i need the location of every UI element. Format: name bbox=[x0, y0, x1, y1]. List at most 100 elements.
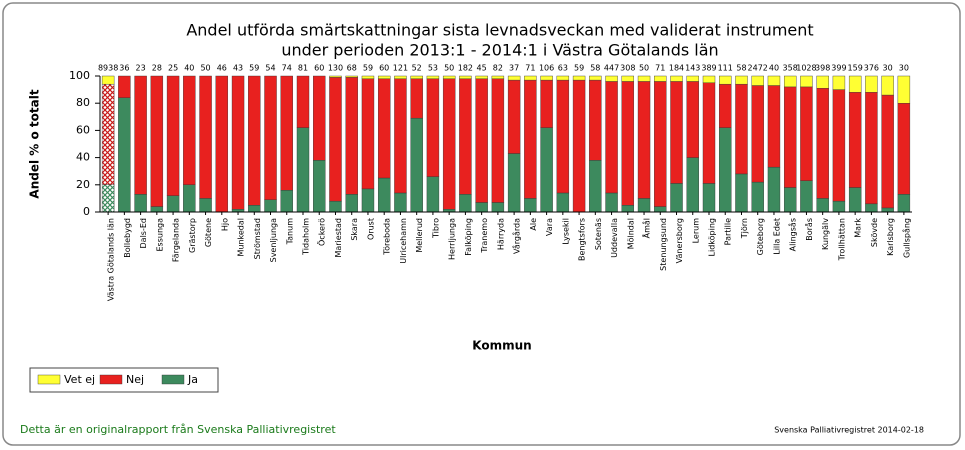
count-label: 389 bbox=[701, 64, 716, 73]
bar-segment bbox=[832, 75, 846, 90]
bar-segment bbox=[572, 75, 586, 81]
count-label: 52 bbox=[412, 64, 422, 73]
bar-segment bbox=[377, 75, 391, 79]
bar-segment bbox=[719, 75, 732, 85]
x-tick-label: Bollebygd bbox=[123, 218, 132, 258]
x-tick-label: Mariestad bbox=[334, 218, 343, 258]
bar-segment bbox=[280, 190, 293, 213]
count-label: 50 bbox=[639, 64, 649, 73]
count-label: 308 bbox=[620, 64, 635, 73]
x-tick-label: Härryda bbox=[496, 218, 505, 250]
bar-segment bbox=[410, 78, 423, 119]
bar-segment bbox=[605, 81, 618, 194]
footer: Svenska Palliativregistret 2014-02-18 bbox=[774, 426, 924, 435]
x-tick-label: Dals-Ed bbox=[139, 218, 148, 248]
count-label: 45 bbox=[477, 64, 487, 73]
y-tick-label: 100 bbox=[69, 69, 90, 82]
bar-segment bbox=[654, 81, 667, 207]
bar-segment bbox=[832, 200, 846, 213]
bar-segment bbox=[345, 75, 358, 78]
count-label: 447 bbox=[604, 64, 619, 73]
bar-segment bbox=[605, 75, 618, 82]
bar-segment bbox=[491, 202, 505, 213]
x-tick-label: Mölndal bbox=[626, 218, 635, 249]
bar-segment bbox=[719, 127, 732, 213]
count-label: 81 bbox=[298, 64, 308, 73]
bar-segment bbox=[475, 78, 488, 203]
x-tick-label: Svenljunga bbox=[269, 218, 278, 262]
x-tick-label: Lidköping bbox=[708, 218, 717, 256]
count-label: 36 bbox=[119, 64, 129, 73]
y-tick-label: 0 bbox=[83, 205, 90, 218]
bar-segment bbox=[897, 102, 911, 195]
bar-segment bbox=[751, 85, 764, 183]
x-tick-label: Vara bbox=[545, 218, 554, 236]
count-label: 59 bbox=[574, 64, 584, 73]
bar-segment bbox=[865, 92, 878, 205]
bar-segment bbox=[670, 75, 683, 82]
count-label: 143 bbox=[685, 64, 700, 73]
x-tick-label: Gullspång bbox=[901, 218, 911, 258]
bar-segment bbox=[572, 79, 586, 213]
bar-segment bbox=[751, 181, 764, 213]
bar-segment bbox=[589, 160, 602, 213]
bar-segment bbox=[637, 198, 651, 213]
x-tick-label: Karlsborg bbox=[886, 218, 895, 256]
bar-segment bbox=[654, 75, 667, 82]
count-label: 376 bbox=[864, 64, 879, 73]
y-tick-label: 20 bbox=[76, 178, 90, 191]
x-tick-label: Sotenäs bbox=[594, 218, 603, 250]
bar-segment bbox=[329, 77, 342, 202]
x-tick-label: Töreboda bbox=[383, 218, 392, 256]
bar-segment bbox=[735, 75, 748, 85]
bar-segment bbox=[166, 195, 180, 213]
count-label: 74 bbox=[282, 64, 292, 73]
footer: Detta är en originalrapport från Svenska… bbox=[20, 423, 336, 436]
x-tick-label: Munkedal bbox=[237, 218, 246, 257]
bar-segment bbox=[313, 75, 326, 161]
bar-segment bbox=[150, 206, 164, 213]
count-label: 399 bbox=[831, 64, 846, 73]
bar-segment bbox=[702, 75, 716, 84]
count-label: 28 bbox=[152, 64, 162, 73]
bar-segment bbox=[101, 83, 115, 186]
count-label: 130 bbox=[328, 64, 343, 73]
x-tick-label: Lysekil bbox=[561, 218, 570, 245]
bar-segment bbox=[832, 89, 846, 202]
bar-segment bbox=[361, 75, 375, 79]
count-label: 59 bbox=[249, 64, 259, 73]
x-tick-label: Götene bbox=[204, 218, 213, 247]
bar-segment bbox=[264, 75, 277, 200]
bar-segment bbox=[361, 78, 375, 190]
count-label: 358 bbox=[783, 64, 798, 73]
bar-segment bbox=[621, 81, 635, 206]
bar-segment bbox=[783, 187, 797, 213]
bar-segment bbox=[865, 75, 878, 93]
x-tick-label: Strömstad bbox=[253, 218, 262, 259]
count-label: 43 bbox=[233, 64, 243, 73]
x-tick-label: Skövde bbox=[870, 218, 879, 247]
bar-segment bbox=[783, 86, 797, 188]
y-tick-label: 80 bbox=[76, 96, 90, 109]
x-tick-label: Herrljunga bbox=[448, 218, 457, 260]
count-label: 106 bbox=[539, 64, 554, 73]
bar-segment bbox=[540, 127, 553, 213]
bar-segment bbox=[702, 183, 716, 213]
legend bbox=[29, 367, 219, 393]
count-label: 23 bbox=[136, 64, 146, 73]
count-label: 58 bbox=[736, 64, 746, 73]
count-label: 50 bbox=[444, 64, 454, 73]
bar-segment bbox=[654, 206, 667, 213]
bar-segment bbox=[394, 78, 407, 194]
count-label: 63 bbox=[558, 64, 568, 73]
bar-segment bbox=[621, 204, 635, 213]
x-tick-label: Skara bbox=[350, 218, 359, 241]
bar-segment bbox=[134, 75, 147, 195]
bar-segment bbox=[394, 192, 407, 213]
count-label: 60 bbox=[314, 64, 324, 73]
bar-segment bbox=[783, 75, 797, 88]
x-tick-label: Kungälv bbox=[821, 218, 830, 250]
count-label: 398 bbox=[815, 64, 830, 73]
bar-segment bbox=[264, 199, 277, 213]
